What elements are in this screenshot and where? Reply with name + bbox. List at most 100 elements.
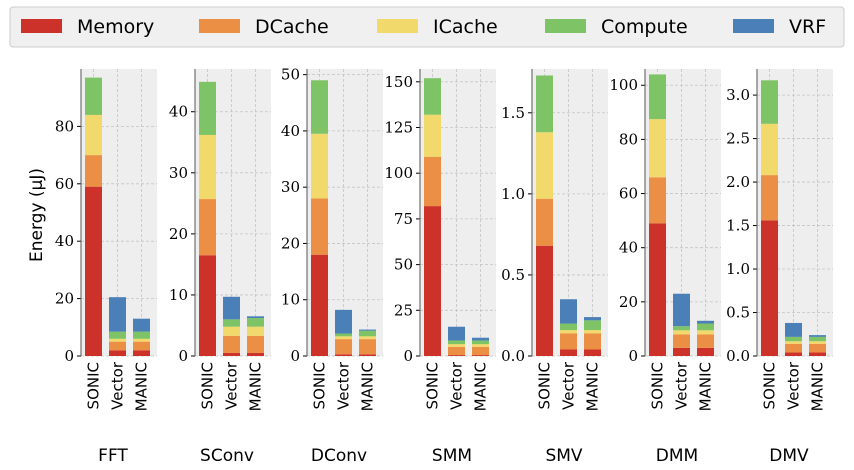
y-tick-label: 40 xyxy=(169,103,188,121)
y-tick-label: 25 xyxy=(394,301,413,319)
bar-dcache-vector xyxy=(560,333,577,350)
y-tick-label: 0 xyxy=(403,347,413,365)
legend-label-icache: ICache xyxy=(433,16,498,38)
bar-compute-vector xyxy=(448,340,465,345)
bar-icache-sonic xyxy=(424,114,441,157)
bar-vrf-vector xyxy=(223,296,240,320)
bar-vrf-vector xyxy=(109,297,126,332)
bar-icache-sonic xyxy=(649,119,666,178)
category-label-sonic: SONIC xyxy=(424,362,442,409)
bar-dcache-manic xyxy=(472,346,489,356)
category-label-manic: MANIC xyxy=(247,362,265,411)
bar-compute-sonic xyxy=(311,80,328,134)
bar-dcache-sonic xyxy=(649,177,666,224)
category-label-vector: Vector xyxy=(560,361,578,410)
category-label-manic: MANIC xyxy=(472,362,490,411)
category-label-vector: Vector xyxy=(785,361,803,410)
panel-fft: 0 20 40 60 80 SONIC Vector MANIC FFT xyxy=(55,69,157,466)
panel-title-sconv: SConv xyxy=(200,446,254,466)
bar-memory-vector xyxy=(785,352,802,356)
bar-vrf-manic xyxy=(247,316,264,319)
bar-memory-sonic xyxy=(85,186,102,356)
bar-dcache-sonic xyxy=(85,155,102,187)
panel-dconv: 0 10 20 30 40 50 SONIC Vector MANIC DConv xyxy=(281,66,383,466)
bar-vrf-vector xyxy=(673,293,690,327)
y-tick-label: 2.0 xyxy=(726,173,750,191)
panel-title-fft: FFT xyxy=(98,446,128,466)
bar-icache-manic xyxy=(133,338,150,342)
bar-compute-manic xyxy=(584,320,601,331)
y-tick-label: 1.5 xyxy=(726,217,750,235)
bar-vrf-vector xyxy=(560,299,577,324)
bar-icache-vector xyxy=(673,330,690,335)
legend-label-compute: Compute xyxy=(601,16,688,38)
bar-memory-vector xyxy=(560,349,577,356)
legend-label-vrf: VRF xyxy=(789,16,826,38)
category-label-vector: Vector xyxy=(448,361,466,410)
bar-icache-vector xyxy=(335,336,352,340)
bar-memory-manic xyxy=(133,350,150,356)
bar-icache-manic xyxy=(359,336,376,340)
bar-compute-vector xyxy=(673,326,690,331)
bar-compute-manic xyxy=(133,331,150,339)
category-label-vector: Vector xyxy=(673,361,691,410)
bar-dcache-sonic xyxy=(199,199,216,256)
y-tick-label: 40 xyxy=(281,122,300,140)
panel-title-smv: SMV xyxy=(545,446,582,466)
y-tick-label: 0 xyxy=(64,347,74,365)
bar-icache-vector xyxy=(109,338,126,342)
bar-dcache-vector xyxy=(223,335,240,353)
legend-label-memory: Memory xyxy=(77,16,154,38)
bar-memory-vector xyxy=(109,350,126,356)
y-tick-label: 3.0 xyxy=(726,86,750,104)
bar-compute-sonic xyxy=(649,74,666,120)
y-tick-label: 0 xyxy=(628,347,638,365)
bar-dcache-manic xyxy=(809,343,826,353)
bar-compute-sonic xyxy=(761,80,778,124)
bar-memory-manic xyxy=(472,355,489,356)
category-label-manic: MANIC xyxy=(697,362,715,411)
legend-swatch-memory xyxy=(21,19,62,33)
bar-dcache-sonic xyxy=(311,198,328,255)
category-label-manic: MANIC xyxy=(133,362,151,411)
y-tick-label: 0.5 xyxy=(501,266,525,284)
legend-swatch-vrf xyxy=(733,19,774,33)
y-tick-label: 1.0 xyxy=(726,260,750,278)
category-label-manic: MANIC xyxy=(809,362,827,411)
y-tick-label: 30 xyxy=(169,164,188,182)
bar-compute-manic xyxy=(472,340,489,345)
y-tick-label: 10 xyxy=(169,286,188,304)
category-label-manic: MANIC xyxy=(584,362,602,411)
bar-vrf-manic xyxy=(472,337,489,341)
bar-dcache-vector xyxy=(785,343,802,353)
bar-icache-sonic xyxy=(199,134,216,200)
legend-swatch-dcache xyxy=(199,19,240,33)
bar-memory-vector xyxy=(335,354,352,356)
bar-memory-manic xyxy=(697,347,714,356)
bar-compute-vector xyxy=(223,319,240,327)
panel-title-dconv: DConv xyxy=(311,446,367,466)
legend-swatch-icache xyxy=(377,19,418,33)
bar-compute-sonic xyxy=(85,77,102,115)
bar-icache-vector xyxy=(448,344,465,347)
category-label-vector: Vector xyxy=(109,361,127,410)
y-tick-label: 0.0 xyxy=(726,347,750,365)
y-tick-label: 40 xyxy=(55,232,74,250)
bar-icache-manic xyxy=(809,341,826,344)
y-tick-label: 2.5 xyxy=(726,130,750,148)
bar-compute-vector xyxy=(560,323,577,331)
y-axis-label: Energy (μJ) xyxy=(27,168,47,262)
bar-compute-sonic xyxy=(424,78,441,115)
y-tick-label: 60 xyxy=(619,185,638,203)
bar-vrf-manic xyxy=(359,329,376,331)
bar-memory-manic xyxy=(247,352,264,356)
bar-dcache-sonic xyxy=(536,198,553,246)
bar-dcache-vector xyxy=(448,346,465,356)
bar-memory-sonic xyxy=(424,206,441,356)
category-label-sonic: SONIC xyxy=(85,362,103,409)
bar-memory-sonic xyxy=(311,254,328,356)
y-tick-label: 60 xyxy=(55,175,74,193)
panel-title-dmv: DMV xyxy=(769,446,809,466)
y-tick-label: 80 xyxy=(619,130,638,148)
y-tick-label: 20 xyxy=(281,234,300,252)
